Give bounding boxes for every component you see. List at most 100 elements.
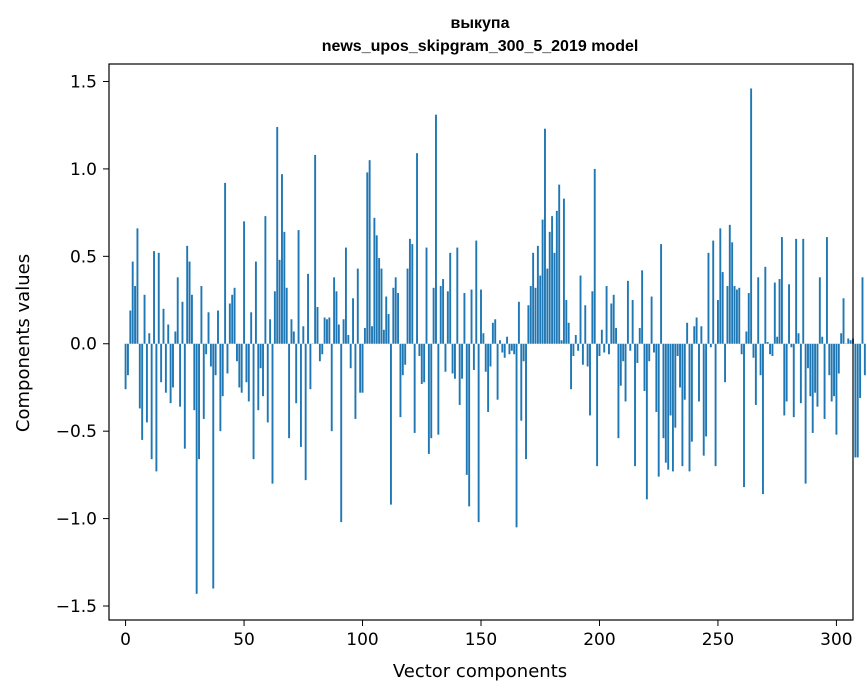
bar bbox=[771, 343, 774, 356]
bar bbox=[397, 293, 400, 344]
bar bbox=[411, 244, 414, 344]
bar bbox=[162, 308, 165, 344]
bar bbox=[754, 343, 757, 405]
bar bbox=[188, 261, 191, 344]
bar bbox=[461, 343, 463, 379]
bar bbox=[404, 343, 407, 365]
bar bbox=[522, 343, 525, 362]
bar bbox=[174, 331, 177, 344]
bar bbox=[470, 289, 473, 344]
bar bbox=[757, 277, 760, 344]
bar bbox=[337, 324, 340, 344]
x-tick-label: 200 bbox=[583, 630, 615, 650]
bar bbox=[529, 286, 532, 344]
bar bbox=[631, 300, 634, 344]
bar bbox=[318, 343, 321, 362]
bar bbox=[814, 343, 817, 393]
bar bbox=[705, 343, 708, 437]
bar bbox=[392, 287, 395, 344]
y-tick-label: −1.5 bbox=[56, 597, 97, 617]
bar bbox=[453, 343, 456, 379]
bar bbox=[636, 343, 639, 363]
bar bbox=[638, 328, 641, 344]
bar bbox=[387, 314, 390, 344]
bar bbox=[160, 343, 163, 383]
bar bbox=[591, 291, 594, 344]
bar bbox=[735, 289, 738, 344]
bar bbox=[790, 343, 793, 348]
bar bbox=[349, 343, 352, 369]
chart-title: выкупа bbox=[451, 15, 510, 32]
y-tick-label: 1.0 bbox=[70, 160, 97, 180]
bar bbox=[373, 217, 376, 344]
bar bbox=[214, 343, 217, 376]
bar bbox=[546, 268, 549, 344]
bar bbox=[186, 245, 189, 344]
bar bbox=[278, 259, 281, 344]
bar bbox=[499, 340, 501, 344]
bar bbox=[285, 287, 288, 344]
bar bbox=[733, 286, 736, 344]
bar bbox=[183, 343, 186, 449]
bar bbox=[271, 343, 274, 484]
bar bbox=[728, 224, 731, 344]
bar bbox=[418, 343, 421, 356]
bar bbox=[700, 326, 703, 344]
bar bbox=[830, 343, 833, 402]
bar bbox=[617, 343, 620, 439]
bar bbox=[816, 343, 819, 407]
bar bbox=[534, 287, 537, 344]
bar bbox=[785, 343, 788, 402]
bar bbox=[577, 343, 580, 351]
bar bbox=[451, 343, 454, 374]
y-tick-label: −0.5 bbox=[56, 422, 97, 442]
bar bbox=[356, 268, 359, 344]
bar bbox=[494, 319, 497, 344]
bar bbox=[567, 322, 570, 344]
bar bbox=[716, 300, 719, 344]
bar bbox=[624, 343, 627, 402]
bar bbox=[603, 343, 606, 353]
bar bbox=[778, 279, 781, 344]
bar bbox=[224, 182, 227, 344]
bar bbox=[283, 231, 286, 344]
bar bbox=[250, 312, 253, 344]
bar bbox=[273, 291, 276, 344]
bar bbox=[207, 312, 210, 344]
bar bbox=[148, 333, 151, 344]
bar bbox=[508, 343, 511, 355]
bar bbox=[536, 245, 539, 344]
y-tick-label: −1.0 bbox=[56, 510, 97, 530]
bar bbox=[134, 286, 137, 344]
bar bbox=[574, 335, 577, 344]
bar bbox=[731, 242, 734, 344]
bar bbox=[565, 300, 568, 344]
x-tick-label: 0 bbox=[120, 630, 131, 650]
bar bbox=[363, 328, 366, 344]
bar bbox=[217, 310, 219, 344]
bar bbox=[297, 230, 300, 344]
bar bbox=[446, 291, 449, 344]
bar bbox=[690, 343, 693, 442]
bar bbox=[648, 343, 651, 362]
bar bbox=[615, 328, 618, 344]
bar bbox=[432, 287, 435, 344]
bar bbox=[752, 343, 755, 358]
bar bbox=[209, 343, 212, 367]
bar bbox=[840, 333, 843, 344]
bar bbox=[598, 343, 601, 356]
bar bbox=[361, 343, 364, 393]
bar bbox=[653, 343, 655, 353]
y-axis-label: Components values bbox=[13, 254, 34, 432]
bar bbox=[245, 343, 248, 383]
bar bbox=[243, 221, 246, 344]
bar bbox=[664, 343, 667, 463]
bar bbox=[854, 343, 857, 458]
bar bbox=[745, 331, 748, 344]
bar bbox=[724, 343, 726, 383]
bar bbox=[352, 298, 354, 344]
bar bbox=[517, 301, 520, 344]
bar bbox=[707, 252, 710, 344]
bar bbox=[709, 343, 712, 348]
bar bbox=[600, 329, 603, 344]
